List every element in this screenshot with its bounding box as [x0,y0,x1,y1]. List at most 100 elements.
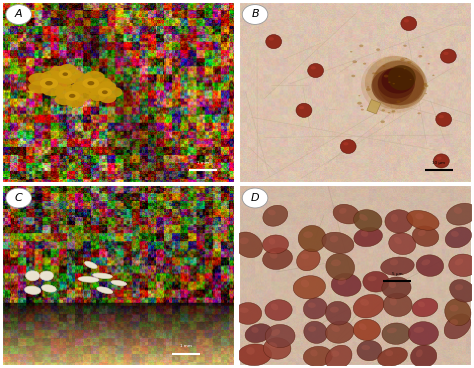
Ellipse shape [65,84,85,96]
Ellipse shape [412,226,439,247]
Ellipse shape [63,72,68,76]
Ellipse shape [84,84,105,95]
Ellipse shape [444,314,471,339]
Ellipse shape [299,106,304,109]
Ellipse shape [418,112,421,114]
Ellipse shape [363,272,389,292]
Ellipse shape [388,81,391,83]
Ellipse shape [445,227,472,248]
Ellipse shape [445,299,471,326]
Ellipse shape [382,323,410,344]
Ellipse shape [378,66,424,105]
Ellipse shape [367,276,377,281]
Ellipse shape [360,105,363,107]
Ellipse shape [387,328,397,333]
Ellipse shape [351,75,355,77]
Ellipse shape [447,203,474,225]
Ellipse shape [392,83,395,84]
Polygon shape [367,99,381,114]
Ellipse shape [425,85,428,87]
Ellipse shape [331,350,339,357]
Ellipse shape [450,280,474,302]
Ellipse shape [361,230,368,237]
Ellipse shape [450,319,458,326]
Ellipse shape [266,35,282,49]
Ellipse shape [59,70,72,78]
Ellipse shape [97,287,113,294]
Ellipse shape [415,213,424,219]
Ellipse shape [353,60,357,63]
Ellipse shape [354,227,383,247]
Ellipse shape [310,350,318,357]
Circle shape [242,4,268,24]
Ellipse shape [433,154,449,168]
Ellipse shape [337,277,346,285]
Ellipse shape [269,342,277,348]
Ellipse shape [43,273,52,279]
Ellipse shape [455,284,463,290]
Ellipse shape [394,237,401,244]
Ellipse shape [40,78,58,89]
Ellipse shape [383,65,385,67]
Ellipse shape [99,81,116,92]
Ellipse shape [111,280,127,286]
Ellipse shape [378,347,408,367]
Text: 1 mm: 1 mm [197,160,209,164]
Ellipse shape [64,91,80,101]
Ellipse shape [412,298,438,317]
Ellipse shape [271,304,278,310]
Ellipse shape [234,232,263,258]
Text: 1 mm: 1 mm [180,344,192,348]
Ellipse shape [41,70,64,83]
Ellipse shape [382,277,411,298]
Ellipse shape [407,210,439,230]
Ellipse shape [437,157,442,160]
Ellipse shape [363,63,366,65]
Ellipse shape [265,325,295,348]
Ellipse shape [45,287,54,291]
Ellipse shape [454,207,462,214]
Ellipse shape [296,103,312,117]
Ellipse shape [263,248,292,269]
Ellipse shape [350,51,352,53]
Ellipse shape [26,271,40,281]
Ellipse shape [269,238,275,245]
Text: 5 µm: 5 µm [392,272,402,276]
Ellipse shape [353,294,384,318]
Ellipse shape [418,301,425,307]
Ellipse shape [29,273,38,279]
Ellipse shape [114,282,124,285]
Ellipse shape [311,66,316,70]
Ellipse shape [234,302,262,324]
Ellipse shape [408,322,438,345]
Ellipse shape [333,204,360,224]
Ellipse shape [392,110,395,113]
Ellipse shape [391,214,398,222]
Ellipse shape [91,77,112,89]
Ellipse shape [361,345,370,350]
Ellipse shape [373,61,424,105]
Ellipse shape [265,300,292,321]
Text: 10 µm: 10 µm [432,160,446,164]
Ellipse shape [93,273,112,279]
Ellipse shape [410,79,411,80]
Circle shape [242,188,268,208]
Ellipse shape [69,94,75,98]
Ellipse shape [366,88,371,91]
Ellipse shape [361,109,364,110]
Ellipse shape [263,235,289,254]
Ellipse shape [303,298,327,319]
Ellipse shape [269,251,277,259]
Ellipse shape [375,72,379,74]
Ellipse shape [308,326,316,332]
Ellipse shape [298,226,326,252]
Ellipse shape [385,210,413,233]
Ellipse shape [330,307,339,313]
Ellipse shape [451,231,459,237]
Ellipse shape [381,120,385,123]
Ellipse shape [353,319,381,340]
Ellipse shape [388,112,390,113]
Ellipse shape [339,208,346,214]
Ellipse shape [385,350,393,356]
Ellipse shape [89,84,106,94]
